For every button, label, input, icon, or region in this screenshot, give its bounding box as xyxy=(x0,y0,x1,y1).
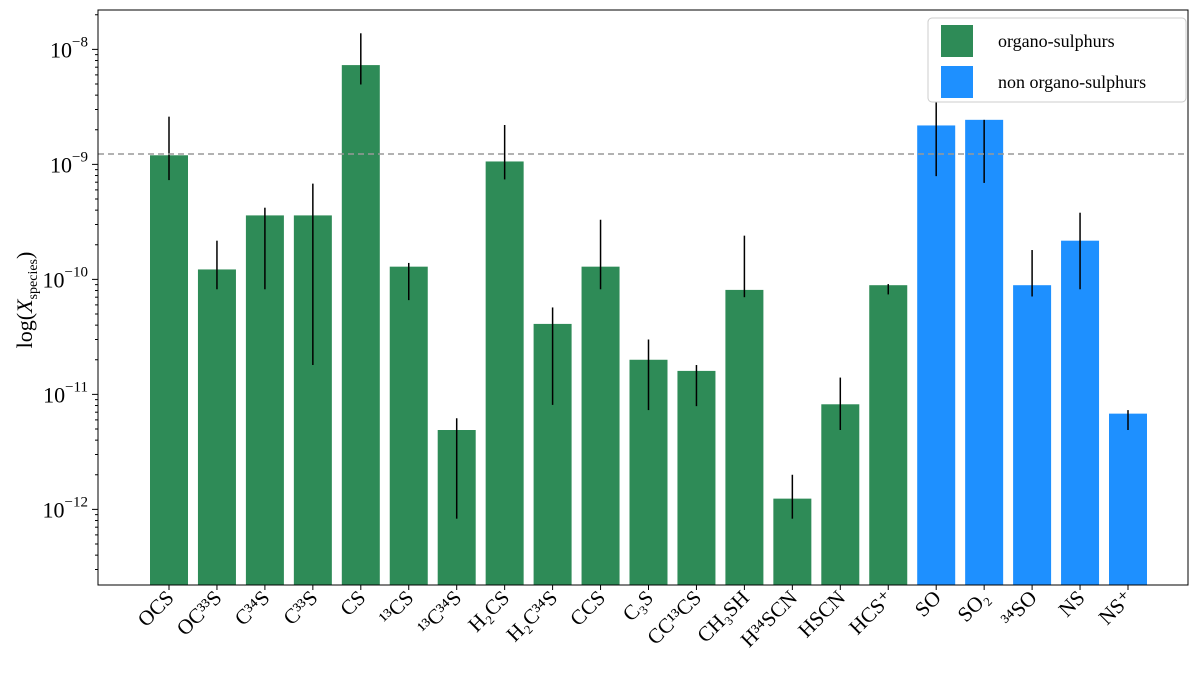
x-tick-label: NS xyxy=(1054,586,1090,622)
y-tick-base: 10 xyxy=(50,37,72,62)
x-tick-label: H₂C³⁴S xyxy=(501,586,562,647)
legend-swatch-organo xyxy=(941,25,973,57)
x-tick-label: SO xyxy=(910,586,946,622)
x-tick-label: CCS xyxy=(565,586,610,631)
x-tick-label: CS xyxy=(335,586,370,621)
x-tick-label: C₃S xyxy=(618,586,658,626)
y-tick-label: 10−9 xyxy=(50,149,88,177)
bar xyxy=(965,119,1004,585)
y-label-sub: species xyxy=(26,259,41,299)
x-tick-label: NS⁺ xyxy=(1094,586,1138,630)
y-tick-exponent: −10 xyxy=(65,264,88,280)
x-tick-label: C³⁴S xyxy=(230,586,275,631)
y-tick-label: 10−10 xyxy=(43,264,88,292)
legend-label-non-organo: non organo-sulphurs xyxy=(998,72,1146,92)
legend-swatch-non-organo xyxy=(941,66,973,98)
bar xyxy=(389,266,428,585)
bar xyxy=(485,161,524,585)
bar xyxy=(677,370,716,585)
bar xyxy=(197,269,236,585)
x-tick-label: ³⁴SO xyxy=(996,586,1042,632)
bar xyxy=(869,285,908,585)
y-tick-exponent: −12 xyxy=(65,494,88,510)
y-tick-base: 10 xyxy=(43,267,65,292)
y-label-prefix: log( xyxy=(12,313,37,348)
x-tick-label: HSCN xyxy=(793,586,850,643)
y-tick-base: 10 xyxy=(43,382,65,407)
x-tick-label: SO₂ xyxy=(953,586,994,627)
legend-box xyxy=(927,17,1187,103)
x-tick-label: ¹³C³⁴S xyxy=(413,586,467,640)
x-tick-label: HCS⁺ xyxy=(844,586,898,640)
bars-layer xyxy=(150,33,1147,586)
y-tick-base: 10 xyxy=(43,497,65,522)
y-tick-exponent: −9 xyxy=(72,149,88,165)
x-tick-label: C³³S xyxy=(278,586,322,630)
x-tick-label: CC¹³CS xyxy=(642,586,706,650)
bar xyxy=(1013,285,1052,585)
y-axis-label: log(Xspecies) xyxy=(12,252,41,349)
y-tick-exponent: −11 xyxy=(65,379,88,395)
y-tick-label: 10−11 xyxy=(43,379,88,407)
y-label-var: X xyxy=(12,298,37,314)
y-tick-label: 10−8 xyxy=(50,34,88,62)
x-tick-label: ¹³CS xyxy=(374,586,418,630)
y-label-suffix: ) xyxy=(12,252,37,259)
bar xyxy=(150,155,188,585)
bar xyxy=(917,125,956,585)
bar xyxy=(725,289,764,585)
bar xyxy=(1109,413,1147,585)
y-tick-label: 10−12 xyxy=(43,494,88,522)
bar xyxy=(581,266,620,585)
y-tick-base: 10 xyxy=(50,152,72,177)
legend: organo-sulphurs non organo-sulphurs xyxy=(927,17,1187,103)
bar xyxy=(821,404,860,585)
bar xyxy=(341,65,380,585)
y-tick-exponent: −8 xyxy=(72,34,88,50)
x-tick-label: OC³³S xyxy=(172,586,227,641)
bar xyxy=(1061,240,1100,586)
legend-label-organo: organo-sulphurs xyxy=(998,31,1115,51)
